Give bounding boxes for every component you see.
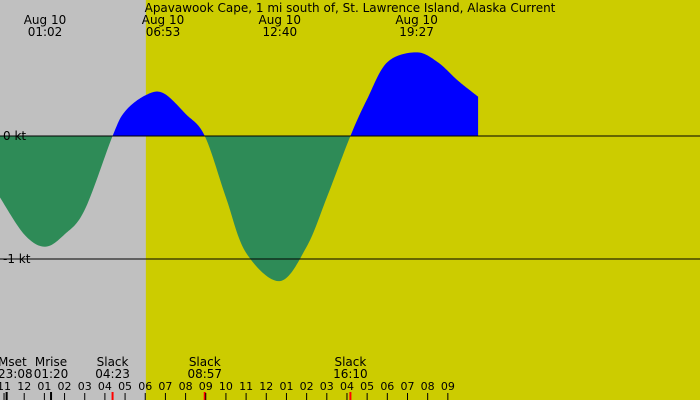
extremum-date: Aug 10 [259, 13, 302, 27]
hour-tick-label: 03 [78, 380, 92, 393]
hour-tick-label: 09 [441, 380, 455, 393]
hour-tick-label: 04 [340, 380, 354, 393]
hour-tick-label: 08 [421, 380, 435, 393]
event-label: Mset [0, 355, 27, 369]
hour-tick-label: 05 [360, 380, 374, 393]
hour-tick-label: 11 [239, 380, 253, 393]
y-gridlines: 0 kt -1 kt [0, 129, 700, 266]
hour-tick-label: 01 [37, 380, 51, 393]
event-label: Slack [189, 355, 221, 369]
hour-tick-label: 06 [138, 380, 152, 393]
event-time: 16:10 [333, 367, 368, 381]
hour-tick-label: 07 [158, 380, 172, 393]
event-label: Mrise [35, 355, 67, 369]
hour-tick-label: 10 [219, 380, 233, 393]
hour-tick-label: 12 [259, 380, 273, 393]
extremum-date: Aug 10 [142, 13, 185, 27]
event-time: 04:23 [95, 367, 130, 381]
extremum-date: Aug 10 [395, 13, 438, 27]
extremum-time: 12:40 [263, 25, 298, 39]
hour-tick-label: 04 [98, 380, 112, 393]
event-time: 08:57 [187, 367, 222, 381]
hour-tick-label: 02 [300, 380, 314, 393]
hour-tick-label: 02 [58, 380, 72, 393]
hour-tick-label: 12 [17, 380, 31, 393]
event-time: 23:08 [0, 367, 33, 381]
y-tick-label: -1 kt [3, 252, 31, 266]
event-time: 01:20 [34, 367, 69, 381]
hour-tick-label: 08 [179, 380, 193, 393]
hour-tick-label: 11 [0, 380, 11, 393]
event-label: Slack [334, 355, 366, 369]
event-labels: Mset23:08Mrise01:20Slack04:23Slack08:57S… [0, 355, 368, 400]
extremum-time: 06:53 [146, 25, 181, 39]
hour-tick-label: 01 [279, 380, 293, 393]
ebb-current-area [0, 136, 479, 282]
hour-tick-label: 06 [380, 380, 394, 393]
extremum-time: 19:27 [399, 25, 434, 39]
hour-tick-label: 07 [400, 380, 414, 393]
event-label: Slack [97, 355, 129, 369]
flood-current-area [0, 52, 479, 136]
hour-axis: 11 12 01 02 03 04 05 06 07 08 09 10 11 12 01 02 03 04 05 06… [0, 380, 455, 400]
hour-tick-label: 09 [199, 380, 213, 393]
extremum-date: Aug 10 [24, 13, 67, 27]
extremum-time: 01:02 [28, 25, 63, 39]
hour-tick-label: 03 [320, 380, 334, 393]
y-tick-label: 0 kt [3, 129, 26, 143]
chart-title: Apavawook Cape, 1 mi south of, St. Lawre… [145, 1, 556, 15]
hour-tick-label: 05 [118, 380, 132, 393]
